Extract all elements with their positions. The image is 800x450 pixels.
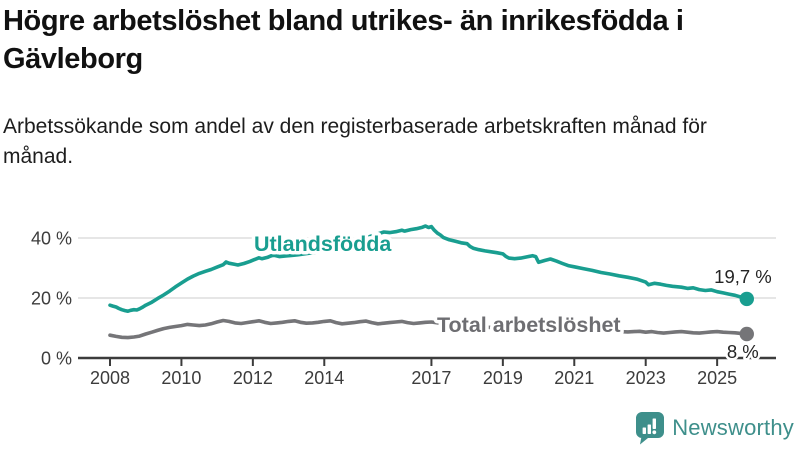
y-axis-tick-label: 40 % — [31, 229, 72, 249]
x-axis-tick-label: 2012 — [233, 368, 273, 388]
series-end-dot-utlandsfodda — [739, 291, 754, 307]
series-line-utlandsfodda — [108, 224, 749, 314]
y-axis-tick-label: 20 % — [31, 289, 72, 309]
x-axis-tick-label: 2014 — [304, 368, 344, 388]
series-label-utlandsfodda: Utlandsfödda — [254, 232, 392, 256]
x-axis-tick-label: 2010 — [161, 368, 201, 388]
x-axis-tick-label: 2019 — [483, 368, 523, 388]
x-axis-tick-label: 2023 — [626, 368, 666, 388]
newsworthy-bar-chart-bubble-icon — [636, 412, 665, 445]
chart-subtitle: Arbetssökande som andel av den registerb… — [3, 115, 707, 169]
page-title: Högre arbetslöshet bland utrikes- än inr… — [3, 5, 684, 75]
series-end-label-utlandsfodda: 19,7 % — [714, 266, 772, 287]
x-axis-tick-label: 2025 — [697, 368, 737, 388]
series-end-dot-total — [739, 326, 754, 342]
x-axis-tick-label: 2021 — [554, 368, 594, 388]
x-axis-tick-label: 2008 — [90, 368, 130, 388]
newsworthy-logo[interactable]: Newsworthy — [635, 411, 794, 445]
series-label-total: Total arbetslöshet — [437, 313, 621, 337]
series-end-label-total: 8 % — [727, 341, 759, 362]
newsworthy-wordmark: Newsworthy — [672, 415, 794, 440]
series-line-total — [108, 318, 749, 340]
y-axis-tick-label: 0 % — [41, 349, 72, 369]
x-axis-tick-label: 2017 — [411, 368, 451, 388]
